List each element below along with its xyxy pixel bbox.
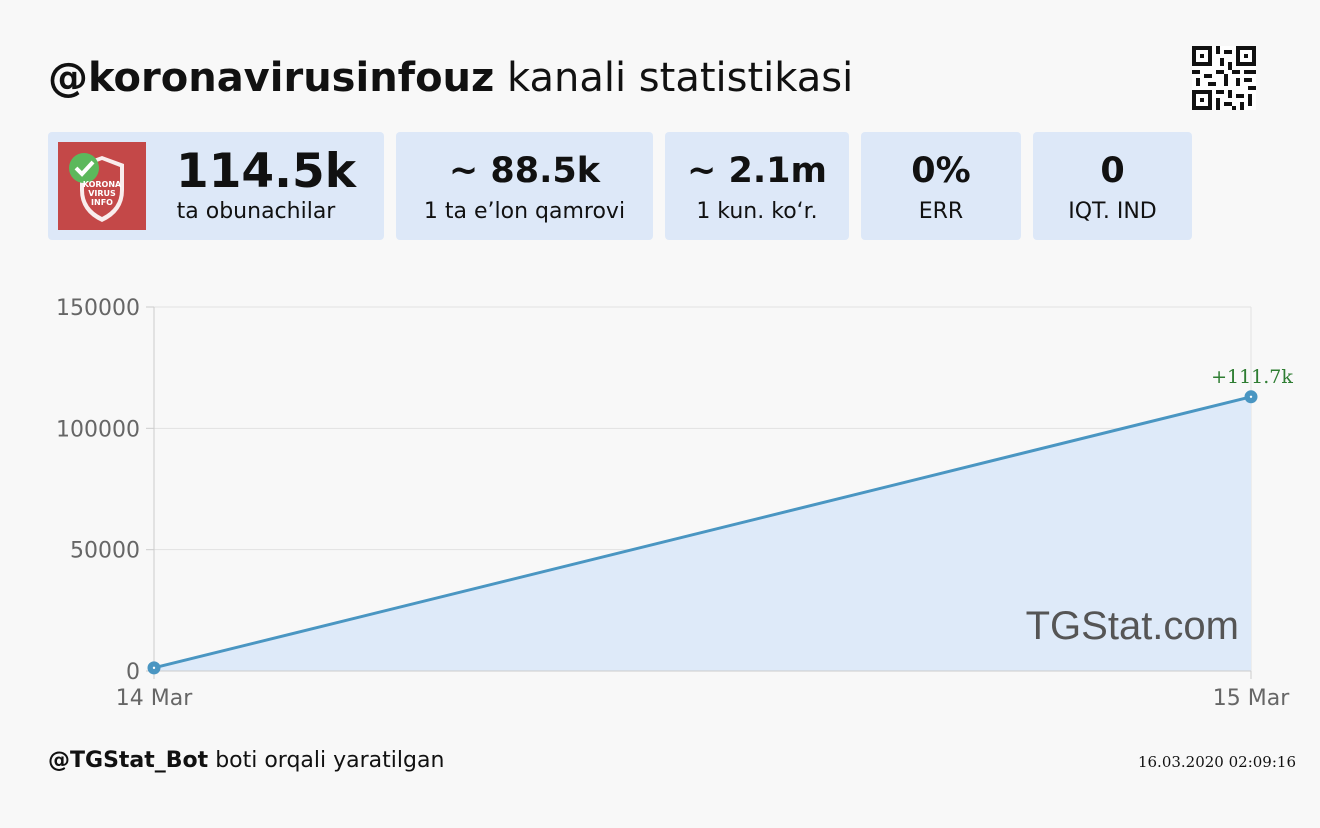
data-point-center [152, 666, 156, 670]
channel-avatar: KORONA VIRUS INFO [58, 142, 146, 230]
stat-card-subscribers: KORONA VIRUS INFO 114.5k ta obunachilar [48, 132, 384, 240]
avatar-text: KORONA VIRUS INFO [82, 180, 122, 207]
x-tick-label: 14 Mar [116, 686, 193, 711]
daily-views-label: 1 kun. ko‘r. [696, 199, 818, 224]
channel-handle: @koronavirusinfouz [48, 55, 495, 101]
post-reach-label: 1 ta e’lon qamrovi [423, 199, 626, 224]
page-title: @koronavirusinfouz kanali statistikasi [48, 52, 853, 104]
generated-timestamp: 16.03.2020 02:09:16 [1137, 753, 1296, 771]
bot-text: boti orqali yaratilgan [215, 748, 445, 773]
verified-badge-icon [69, 153, 99, 183]
citation-index-label: IQT. IND [1068, 199, 1157, 224]
bot-handle: @TGStat_Bot [48, 748, 209, 773]
err-value: 0% [911, 151, 971, 191]
watermark-text: TGStat.com [1026, 604, 1239, 648]
stat-card-err: 0% ERR [861, 132, 1021, 240]
stat-card-daily-views: ~ 2.1m 1 kun. ko‘r. [665, 132, 849, 240]
daily-views-value: ~ 2.1m [687, 151, 827, 191]
x-tick-label: 15 Mar [1213, 686, 1290, 711]
subscribers-chart: 0 50000 100000 150000 14 Mar 15 Mar TGStat.co… [56, 296, 1293, 711]
qr-code-icon [1192, 46, 1256, 110]
citation-index-value: 0 [1100, 151, 1125, 191]
y-tick-label: 100000 [56, 417, 140, 442]
err-label: ERR [918, 199, 964, 224]
footer-credit: @TGStat_Bot boti orqali yaratilgan [48, 746, 444, 776]
title-rest: kanali statistikasi [507, 55, 854, 101]
y-tick-label: 0 [126, 660, 140, 685]
stat-card-post-reach: ~ 88.5k 1 ta e’lon qamrovi [396, 132, 653, 240]
stat-card-citation-index: 0 IQT. IND [1033, 132, 1192, 240]
y-tick-label: 150000 [56, 296, 140, 321]
subscribers-label: ta obunachilar [176, 199, 336, 224]
post-reach-value: ~ 88.5k [448, 151, 601, 191]
y-tick-label: 50000 [70, 539, 140, 564]
data-label: +111.7k [1211, 366, 1293, 388]
series-line [153, 395, 1252, 670]
data-point-center [1249, 395, 1253, 398]
subscribers-value: 114.5k [176, 144, 356, 199]
